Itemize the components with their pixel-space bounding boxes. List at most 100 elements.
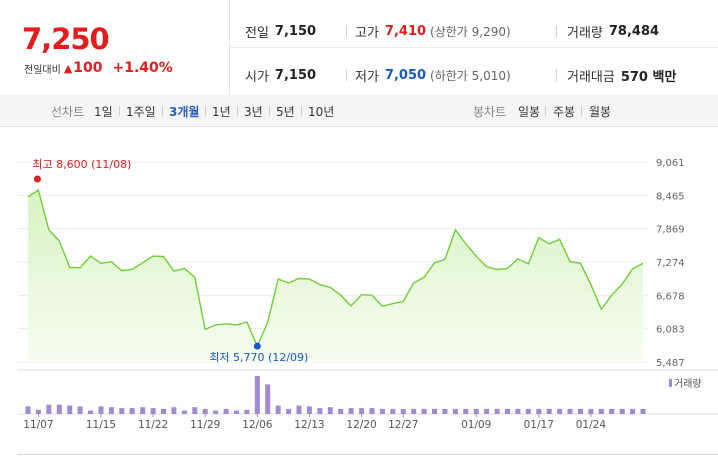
x-tick-label: 12/06 — [242, 419, 273, 431]
open-label: 시가 — [245, 70, 269, 85]
upper-limit: (상한가 9,290) — [430, 25, 511, 39]
volume-bar — [77, 406, 83, 414]
volume-bar — [46, 404, 52, 414]
volume-bar — [452, 408, 458, 414]
period-1w[interactable]: 1주일 — [126, 105, 156, 119]
volume-bar — [265, 384, 271, 414]
period-1y[interactable]: 1년 — [212, 105, 231, 119]
volume-label: 거래량 — [567, 26, 603, 41]
quote-panel: 7,250 전일대비 ▲ 100 +1.40% 전일 7,150 고가 7,41… — [0, 0, 718, 96]
trade-value-value: 570 백만 — [620, 70, 677, 85]
trade-value-label: 거래대금 — [567, 70, 615, 85]
volume-chart: 거래량 — [18, 369, 718, 415]
price-line — [27, 188, 644, 348]
candle-chart-label: 봉차트 — [473, 105, 507, 119]
change-label: 전일대비 — [24, 64, 61, 76]
volume-bar — [609, 408, 615, 414]
volume-bar — [525, 408, 531, 414]
volume-bar — [400, 408, 406, 414]
divider — [301, 106, 302, 116]
price-area — [27, 188, 644, 362]
volume-bar — [505, 408, 510, 414]
candle-monthly[interactable]: 월봉 — [589, 105, 612, 119]
volume-bar — [192, 407, 198, 414]
volume-bar — [88, 410, 93, 414]
y-tick-label: 6,678 — [656, 291, 685, 302]
volume-legend-swatch — [669, 379, 672, 387]
divider — [556, 69, 557, 81]
high-label: 고가 — [355, 26, 379, 41]
volume-bar — [411, 408, 417, 414]
low-value: 7,050 — [384, 68, 427, 83]
candle-daily[interactable]: 일봉 — [518, 105, 541, 119]
volume-bar — [202, 408, 208, 414]
volume-bar — [359, 408, 365, 414]
volume-bar — [327, 407, 333, 414]
volume-bar — [150, 408, 156, 414]
current-price: 7,250 — [22, 22, 110, 56]
y-axis-ticks: 9,061 8,465 7,869 7,274 6,678 6,083 5,487 — [656, 158, 685, 369]
volume-bar — [598, 408, 604, 414]
change-percent: +1.40% — [112, 60, 173, 76]
low: 저가 7,050 (하한가 5,010) — [355, 66, 511, 85]
divider — [237, 106, 238, 116]
x-axis-ticks: 11/07 11/15 11/22 11/29 12/06 12/13 12/20 12/27… — [23, 414, 606, 431]
volume-bar — [567, 408, 573, 414]
period-1d[interactable]: 1일 — [94, 105, 113, 119]
volume-bar — [223, 408, 229, 414]
period-3m[interactable]: 3개월 — [169, 105, 200, 119]
divider — [162, 106, 163, 116]
x-tick-label: 12/13 — [294, 419, 324, 431]
volume-bar — [348, 408, 354, 414]
period-3y[interactable]: 3년 — [244, 105, 263, 119]
volume-bar — [161, 408, 166, 414]
chart-toolbar: 선차트 1일 1주일 3개월 1년 3년 5년 10년 봉차트 일봉 주봉 월봉 — [0, 95, 718, 127]
low-marker — [253, 342, 261, 350]
x-tick-label: 01/09 — [461, 419, 491, 431]
divider — [346, 25, 347, 37]
candle-weekly[interactable]: 주봉 — [553, 105, 576, 119]
x-tick-label: 11/07 — [23, 419, 53, 431]
divider — [205, 106, 206, 116]
volume-bar — [275, 405, 281, 414]
volume-value: 78,484 — [608, 24, 660, 39]
prev-close-value: 7,150 — [274, 24, 317, 39]
line-chart-label: 선차트 — [51, 105, 85, 119]
volume: 거래량 78,484 — [567, 22, 659, 41]
x-tick-label: 01/17 — [524, 419, 554, 431]
volume-bar — [67, 405, 73, 414]
volume-bar — [379, 408, 385, 414]
volume-bar — [432, 408, 437, 414]
high: 고가 7,410 (상한가 9,290) — [355, 22, 511, 41]
volume-bar — [494, 408, 500, 414]
divider — [545, 106, 546, 116]
period-10y[interactable]: 10년 — [308, 105, 335, 119]
divider — [346, 69, 347, 81]
volume-bar — [421, 408, 427, 414]
y-tick-label: 6,083 — [656, 325, 685, 336]
y-tick-label: 9,061 — [656, 158, 685, 169]
volume-bar — [119, 408, 125, 414]
volume-bar — [98, 406, 104, 414]
volume-bar — [286, 408, 292, 414]
volume-legend-label: 거래량 — [674, 378, 702, 390]
divider — [119, 106, 120, 116]
volume-bar — [171, 407, 177, 414]
high-annotation: 최고 8,600 (11/08) — [32, 158, 131, 171]
y-tick-label: 7,869 — [656, 225, 685, 236]
volume-bar — [546, 408, 552, 414]
price-annotations: 최고 8,600 (11/08) 최저 5,770 (12/09) — [32, 158, 308, 364]
volume-bar — [244, 409, 250, 414]
volume-bar — [234, 410, 239, 414]
volume-bar — [390, 408, 396, 414]
up-arrow-icon: ▲ — [63, 61, 73, 75]
x-tick-label: 11/15 — [86, 419, 116, 431]
x-tick-label: 11/22 — [138, 419, 168, 431]
high-marker — [33, 175, 41, 183]
period-5y[interactable]: 5년 — [276, 105, 295, 119]
volume-bar — [515, 408, 521, 414]
volume-bar — [338, 408, 344, 414]
x-tick-label: 01/24 — [576, 419, 607, 431]
price-box: 7,250 전일대비 ▲ 100 +1.40% — [0, 0, 230, 95]
